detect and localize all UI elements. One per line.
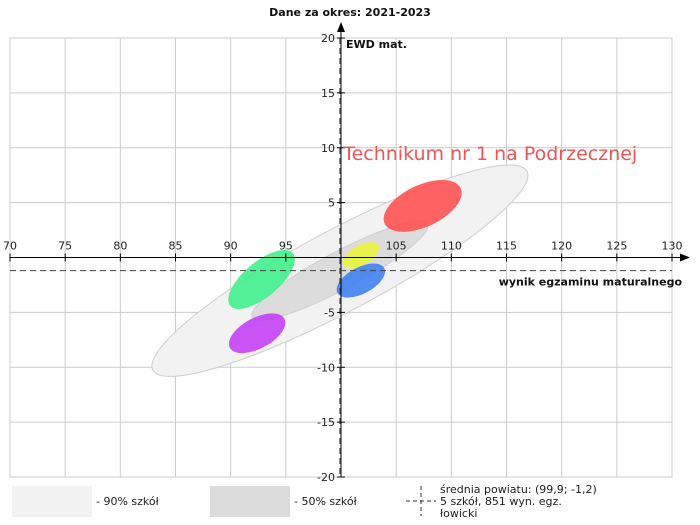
x-tick-label: 90: [224, 240, 238, 253]
x-tick-label: 70: [3, 240, 17, 253]
chart-title: Dane za okres: 2021-2023: [269, 6, 431, 19]
x-tick-label: 95: [279, 240, 293, 253]
school-annotation: Technikum nr 1 na Podrzecznej: [342, 143, 637, 165]
school-ellipse: [342, 242, 379, 269]
y-tick-label: -15: [317, 416, 335, 429]
y-axis-arrow: [337, 22, 345, 32]
legend-label-50: - 50% szkół: [294, 495, 357, 508]
x-tick-label: 85: [169, 240, 183, 253]
y-axis-title: EWD mat.: [346, 38, 407, 51]
axis-labels: 70 75 80 85 90 95 105 110 115 120 125 130-20-15-10-…: [3, 32, 683, 484]
x-tick-label: 75: [58, 240, 72, 253]
y-tick-label: 20: [321, 32, 335, 45]
y-tick-label: -10: [317, 361, 335, 374]
legend-mean-line3: łowicki: [440, 507, 478, 520]
x-tick-label: 120: [551, 240, 572, 253]
school-ellipse: [383, 180, 462, 232]
school-ellipse: [336, 263, 386, 298]
y-tick-label: -20: [317, 471, 335, 484]
y-tick-label: 10: [321, 142, 335, 155]
x-tick-label: 110: [441, 240, 462, 253]
school-ellipse: [228, 249, 295, 309]
x-tick-label: 130: [662, 240, 683, 253]
legend-mean: średnia powiatu: (99,9; -1,2) 5 szkół, 8…: [440, 484, 597, 520]
y-tick-label: 15: [321, 87, 335, 100]
legend-mean-line2: 5 szkół, 851 wyn. egz.: [440, 495, 562, 508]
x-tick-label: 125: [606, 240, 627, 253]
axes: [9, 22, 690, 478]
school-ellipses: [228, 180, 462, 354]
legend-swatch-50: [210, 486, 290, 517]
y-tick-label: -5: [324, 306, 335, 319]
legend-mean-line1: średnia powiatu: (99,9; -1,2): [440, 483, 597, 496]
legend-label-90: - 90% szkół: [96, 495, 159, 508]
legend-swatch-90: [12, 486, 92, 517]
legend-mean-crosshair-icon: [406, 486, 436, 516]
x-axis-title: wynik egzaminu maturalnego: [499, 276, 683, 289]
x-tick-label: 115: [496, 240, 517, 253]
x-tick-label: 80: [113, 240, 127, 253]
y-tick-label: 5: [328, 197, 335, 210]
x-tick-label: 105: [386, 240, 407, 253]
school-ellipse: [228, 313, 286, 354]
x-axis-arrow: [680, 253, 690, 262]
